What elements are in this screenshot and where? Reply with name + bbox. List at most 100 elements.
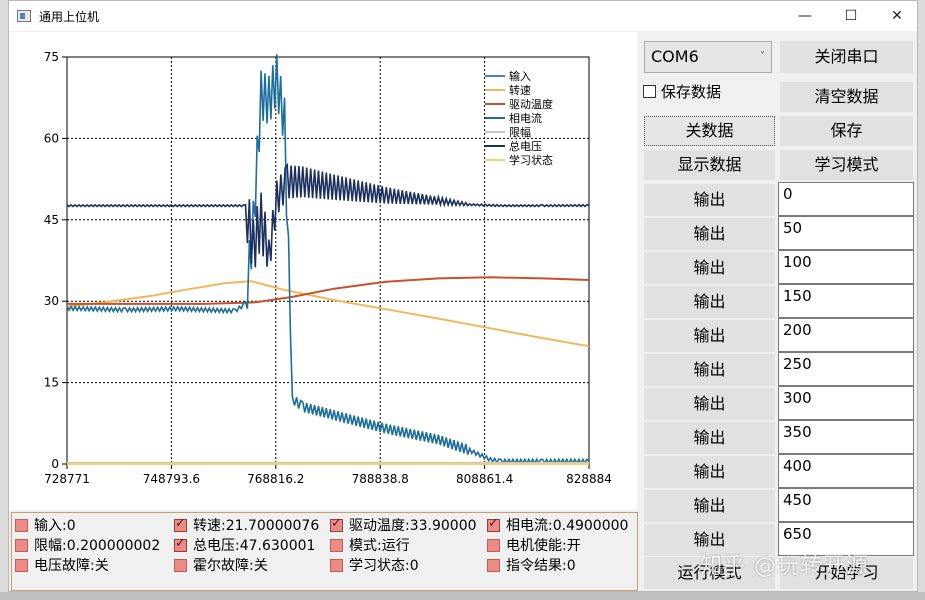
close-port-button[interactable]: 关闭串口 (780, 41, 913, 73)
minimize-button[interactable]: — (798, 8, 812, 24)
maximize-button[interactable]: ☐ (844, 8, 858, 24)
checked-checkbox-icon[interactable] (174, 516, 187, 532)
output-value-field[interactable]: 300 (778, 386, 914, 420)
output-button[interactable]: 输出 (644, 184, 775, 216)
legend-label: 转速 (509, 83, 531, 97)
output-button[interactable]: 输出 (644, 218, 775, 250)
output-value-field[interactable]: 100 (778, 250, 914, 284)
y-tick-label: 15 (44, 376, 59, 390)
output-value-field[interactable]: 250 (778, 352, 914, 386)
series-line (67, 276, 590, 305)
output-button[interactable]: 输出 (644, 286, 775, 318)
status-text: 总电压:47.630001 (193, 538, 316, 554)
output-button[interactable]: 输出 (644, 422, 775, 454)
window-title: 通用上位机 (39, 10, 100, 24)
output-value-field[interactable]: 400 (778, 454, 914, 488)
status-item: 指令结果:0 (487, 555, 637, 575)
checkbox-box[interactable] (643, 85, 656, 98)
status-text: 指令结果:0 (506, 558, 576, 574)
show-data-button[interactable]: 显示数据 (644, 150, 775, 180)
status-text: 输入:0 (34, 518, 76, 534)
line-chart: 728771 748793.6 768816.2 788838.8 808861.4 82… (44, 50, 612, 486)
status-box-icon[interactable] (330, 538, 343, 552)
output-value-field[interactable]: 650 (778, 522, 914, 556)
output-button[interactable]: 输出 (644, 252, 775, 284)
legend-label: 输入 (509, 69, 531, 83)
status-box-icon[interactable] (487, 538, 500, 552)
status-box-icon[interactable] (487, 558, 500, 572)
status-item: 相电流:0.4900000 (487, 515, 637, 535)
legend-label: 学习状态 (509, 153, 553, 167)
y-tick-label: 60 (44, 131, 59, 145)
output-value-field[interactable]: 150 (778, 284, 914, 318)
status-item: 电机使能:开 (487, 535, 637, 555)
legend-label: 限幅 (509, 126, 531, 139)
checked-checkbox-icon[interactable] (487, 516, 500, 532)
status-box-icon[interactable] (15, 538, 28, 552)
status-text: 霍尔故障:关 (193, 558, 268, 574)
status-item: 霍尔故障:关 (174, 555, 329, 575)
save-data-checkbox[interactable]: 保存数据 (643, 81, 721, 102)
status-box-icon[interactable] (174, 558, 187, 572)
status-item: 转速:21.70000076 (174, 515, 329, 535)
close-button[interactable]: ✕ (891, 8, 903, 24)
save-data-label: 保存数据 (661, 83, 722, 101)
legend-label: 相电流 (509, 111, 542, 125)
output-value-field[interactable]: 350 (778, 420, 914, 454)
status-text: 相电流:0.4900000 (506, 518, 629, 534)
x-tick-label: 728771 (44, 472, 90, 486)
learn-mode-button[interactable]: 学习模式 (780, 150, 913, 180)
output-value-field[interactable]: 450 (778, 488, 914, 522)
status-item: 限幅:0.200000002 (15, 535, 170, 555)
status-box-icon[interactable] (15, 558, 28, 572)
checked-checkbox-icon[interactable] (330, 516, 343, 532)
x-tick-label: 828884 (566, 472, 612, 486)
output-button[interactable]: 输出 (644, 354, 775, 386)
chevron-down-icon: ˅ (760, 51, 765, 62)
status-item: 输入:0 (15, 515, 170, 535)
status-item: 电压故障:关 (15, 555, 170, 575)
y-tick-label: 75 (44, 50, 59, 64)
port-select-value: COM6 (651, 47, 699, 66)
status-text: 限幅:0.200000002 (34, 538, 161, 554)
status-item: 总电压:47.630001 (174, 535, 329, 555)
legend-label: 驱动温度 (509, 97, 553, 111)
status-panel: 输入:0 转速:21.70000076 驱动温度:33.90000 相电流:0.490… (11, 512, 638, 591)
series-line (66, 162, 590, 268)
status-box-icon[interactable] (330, 558, 343, 572)
taskbar-strip (0, 592, 925, 600)
x-tick-label: 768816.2 (247, 472, 304, 486)
toggle-data-button[interactable]: 关数据 (644, 116, 775, 146)
x-tick-label: 788838.8 (352, 472, 409, 486)
output-button[interactable]: 输出 (644, 524, 775, 556)
status-text: 电压故障:关 (34, 558, 109, 574)
output-value-field[interactable]: 0 (778, 182, 914, 216)
watermark: 知乎 @玩转开源 (700, 554, 869, 579)
output-button[interactable]: 输出 (644, 388, 775, 420)
run-mode-button[interactable]: 运行模式 (644, 557, 775, 589)
status-text: 学习状态:0 (349, 558, 419, 574)
start-learn-button[interactable]: 开始学习 (780, 557, 913, 589)
status-item: 驱动温度:33.90000 (330, 515, 485, 535)
port-select[interactable]: COM6 ˅ (644, 41, 772, 73)
output-button[interactable]: 输出 (644, 320, 775, 352)
output-button[interactable]: 输出 (644, 456, 775, 488)
output-value-field[interactable]: 200 (778, 318, 914, 352)
status-item: 模式:运行 (330, 535, 485, 555)
y-tick-label: 30 (44, 294, 59, 308)
clear-data-button[interactable]: 清空数据 (780, 82, 913, 112)
checked-checkbox-icon[interactable] (174, 536, 187, 552)
status-text: 转速:21.70000076 (193, 518, 320, 534)
status-text: 模式:运行 (349, 538, 410, 554)
save-button[interactable]: 保存 (780, 116, 913, 146)
status-text: 电机使能:开 (506, 538, 581, 554)
output-button[interactable]: 输出 (644, 490, 775, 522)
series-line (66, 280, 590, 348)
output-value-field[interactable]: 50 (778, 216, 914, 250)
series-line (66, 54, 590, 465)
main-window: 通用上位机 — ☐ ✕ 728771 748793.6 768816.2 788838… (8, 0, 918, 592)
control-panel: COM6 ˅ 关闭串口 保存数据 清空数据 关数据 保存 显示数据 学习模式 输… (641, 39, 917, 591)
status-box-icon[interactable] (15, 518, 28, 532)
app-icon (17, 10, 31, 22)
legend-label: 总电压 (509, 139, 542, 153)
